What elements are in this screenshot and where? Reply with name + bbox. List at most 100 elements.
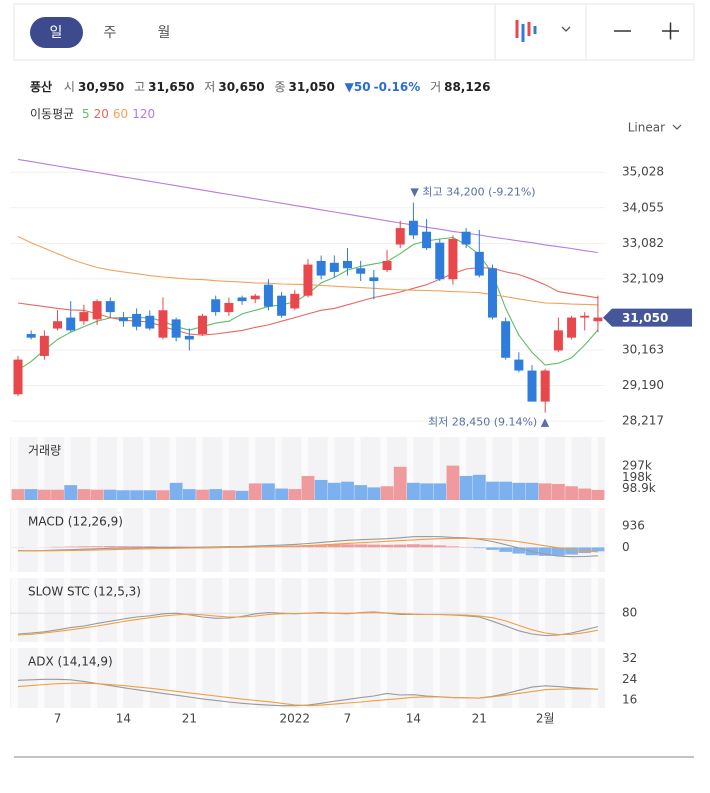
period-week[interactable]: 주 — [104, 25, 117, 41]
candle-body — [66, 317, 76, 331]
panel-stripe — [116, 508, 124, 572]
volume-bar — [565, 486, 578, 500]
panel-stripe — [116, 648, 124, 708]
y-tick-label: 34,055 — [622, 200, 664, 214]
candle-body — [369, 277, 379, 282]
line-series — [17, 682, 598, 707]
panel-stripe — [354, 578, 361, 642]
panel-title: 거래량 — [28, 444, 61, 458]
line-series — [17, 612, 599, 636]
panel-stripe — [380, 508, 388, 572]
macd-histogram-bar — [538, 547, 552, 556]
volume-bar — [262, 483, 275, 500]
panel-stripe — [301, 648, 308, 708]
chart-type-icon[interactable] — [515, 20, 537, 42]
candle-body — [514, 359, 524, 371]
volume-bar — [314, 479, 328, 500]
toolbar — [13, 3, 695, 61]
panel-stripe — [301, 578, 308, 642]
panel-stripe — [248, 437, 256, 500]
candle-body — [53, 321, 63, 329]
panel-stripe — [380, 578, 388, 642]
macd-histogram-bar — [472, 547, 486, 549]
macd-histogram-bar — [143, 546, 157, 548]
panel-stripe — [37, 437, 45, 500]
panel-stripe — [37, 508, 45, 572]
volume-bar — [248, 483, 262, 500]
candle-body — [184, 335, 194, 340]
panel-stripe — [143, 648, 150, 708]
macd-histogram-bar — [327, 544, 341, 548]
panel-stripe — [90, 578, 98, 642]
x-tick-label: 7 — [54, 712, 62, 726]
close-value: 31,050 — [288, 80, 335, 94]
macd-histogram-bar — [117, 546, 130, 548]
volume-bar — [77, 489, 91, 500]
panel-stripe — [143, 508, 150, 572]
candle-body — [39, 335, 49, 356]
candle-body — [118, 317, 128, 322]
panel-title: SLOW STC (12,5,3) — [28, 585, 141, 599]
panel-stripe — [143, 437, 150, 500]
change-pct: -0.16% — [373, 80, 421, 94]
line-series — [17, 678, 598, 707]
panel-stripe — [512, 437, 519, 500]
y-tick-label: 24 — [622, 672, 637, 686]
macd-histogram-bar — [314, 544, 328, 548]
panel-stripe — [195, 648, 203, 708]
panel-stripe — [459, 648, 467, 708]
volume-bar — [341, 481, 354, 500]
scale-chevron[interactable] — [672, 124, 682, 130]
panel-stripe — [354, 648, 361, 708]
candle-body — [343, 260, 352, 269]
panel-stripe — [116, 437, 124, 500]
legend-entry: 20 — [93, 107, 109, 121]
panel-stripe — [354, 437, 361, 500]
quote-line: 풍산 시 30,950 고 31,650 저 30,650 종 31,050 ▼50 -0… — [30, 78, 496, 95]
volume-bar — [169, 482, 183, 500]
y-tick-label: 32 — [622, 651, 637, 665]
candle-body — [329, 262, 339, 272]
volume-bar — [51, 489, 64, 500]
panel-stripe — [11, 578, 18, 642]
candle-body — [356, 268, 366, 274]
y-tick-label: 32,109 — [622, 271, 664, 285]
x-tick-label: 7 — [344, 712, 352, 726]
volume-value: 88,126 — [444, 80, 491, 94]
dropdown-chevron[interactable] — [561, 26, 571, 32]
macd-histogram-bar — [367, 544, 381, 548]
volume-bar — [24, 489, 38, 500]
volume-bar — [486, 481, 499, 500]
panel-stripe — [275, 578, 282, 642]
period-active[interactable] — [30, 17, 83, 48]
candle-body — [540, 370, 550, 402]
panel-stripe — [406, 648, 414, 708]
panel-stripe — [380, 648, 388, 708]
y-tick-label: 98.9k — [622, 481, 656, 495]
scale-selector[interactable]: Linear — [628, 121, 665, 135]
panel-stripe — [512, 578, 519, 642]
line-series — [17, 535, 598, 558]
volume-bar — [327, 482, 341, 500]
macd-histogram-bar — [499, 547, 513, 552]
zoom-in[interactable] — [662, 22, 679, 40]
candle-body — [198, 315, 208, 335]
candle-body — [132, 313, 142, 327]
panel-stripe — [538, 578, 546, 642]
period-day[interactable]: 일 — [50, 25, 63, 41]
stock-name: 풍산 — [30, 80, 53, 94]
panel-stripe — [327, 648, 335, 708]
x-tick-label: 21 — [472, 712, 487, 726]
macd-histogram-bar — [64, 546, 78, 548]
macd-histogram-bar — [301, 545, 315, 548]
volume-bar — [182, 489, 196, 500]
panel-stripe — [169, 508, 177, 572]
volume-bar — [591, 489, 605, 500]
candle-body — [382, 260, 392, 271]
candle-body — [250, 295, 260, 300]
y-tick-label: 28,217 — [622, 414, 664, 428]
macd-histogram-bar — [551, 547, 565, 556]
y-tick-label: 35,028 — [622, 165, 664, 179]
period-month[interactable]: 월 — [158, 25, 171, 41]
